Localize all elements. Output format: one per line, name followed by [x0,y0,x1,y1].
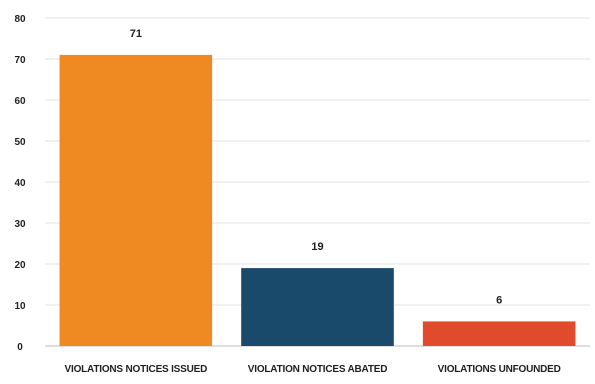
bar-data-label: 19 [311,241,323,253]
x-category-label: VIOLATIONS UNFOUNDED [438,364,561,375]
x-axis-categories: VIOLATIONS NOTICES ISSUED VIOLATION NOTIC… [65,364,561,375]
y-tick-label: 30 [14,219,26,230]
data-labels: 71 19 6 [130,28,503,306]
y-tick-label: 10 [14,301,26,312]
y-axis-ticks: 0 10 20 30 40 50 60 70 80 [14,14,26,353]
y-tick-label: 0 [17,342,23,353]
y-tick-label: 60 [14,96,26,107]
y-tick-label: 50 [14,137,26,148]
bar-data-label: 6 [496,294,502,306]
bar [241,268,394,346]
y-tick-label: 40 [14,178,26,189]
bar [422,321,576,346]
y-tick-label: 20 [14,260,26,271]
y-tick-label: 80 [14,14,26,25]
y-tick-label: 70 [14,55,26,66]
bar [59,54,213,347]
bars [59,54,576,347]
x-category-label: VIOLATION NOTICES ABATED [248,364,387,375]
bar-data-label: 71 [130,28,142,40]
x-category-label: VIOLATIONS NOTICES ISSUED [65,364,208,375]
